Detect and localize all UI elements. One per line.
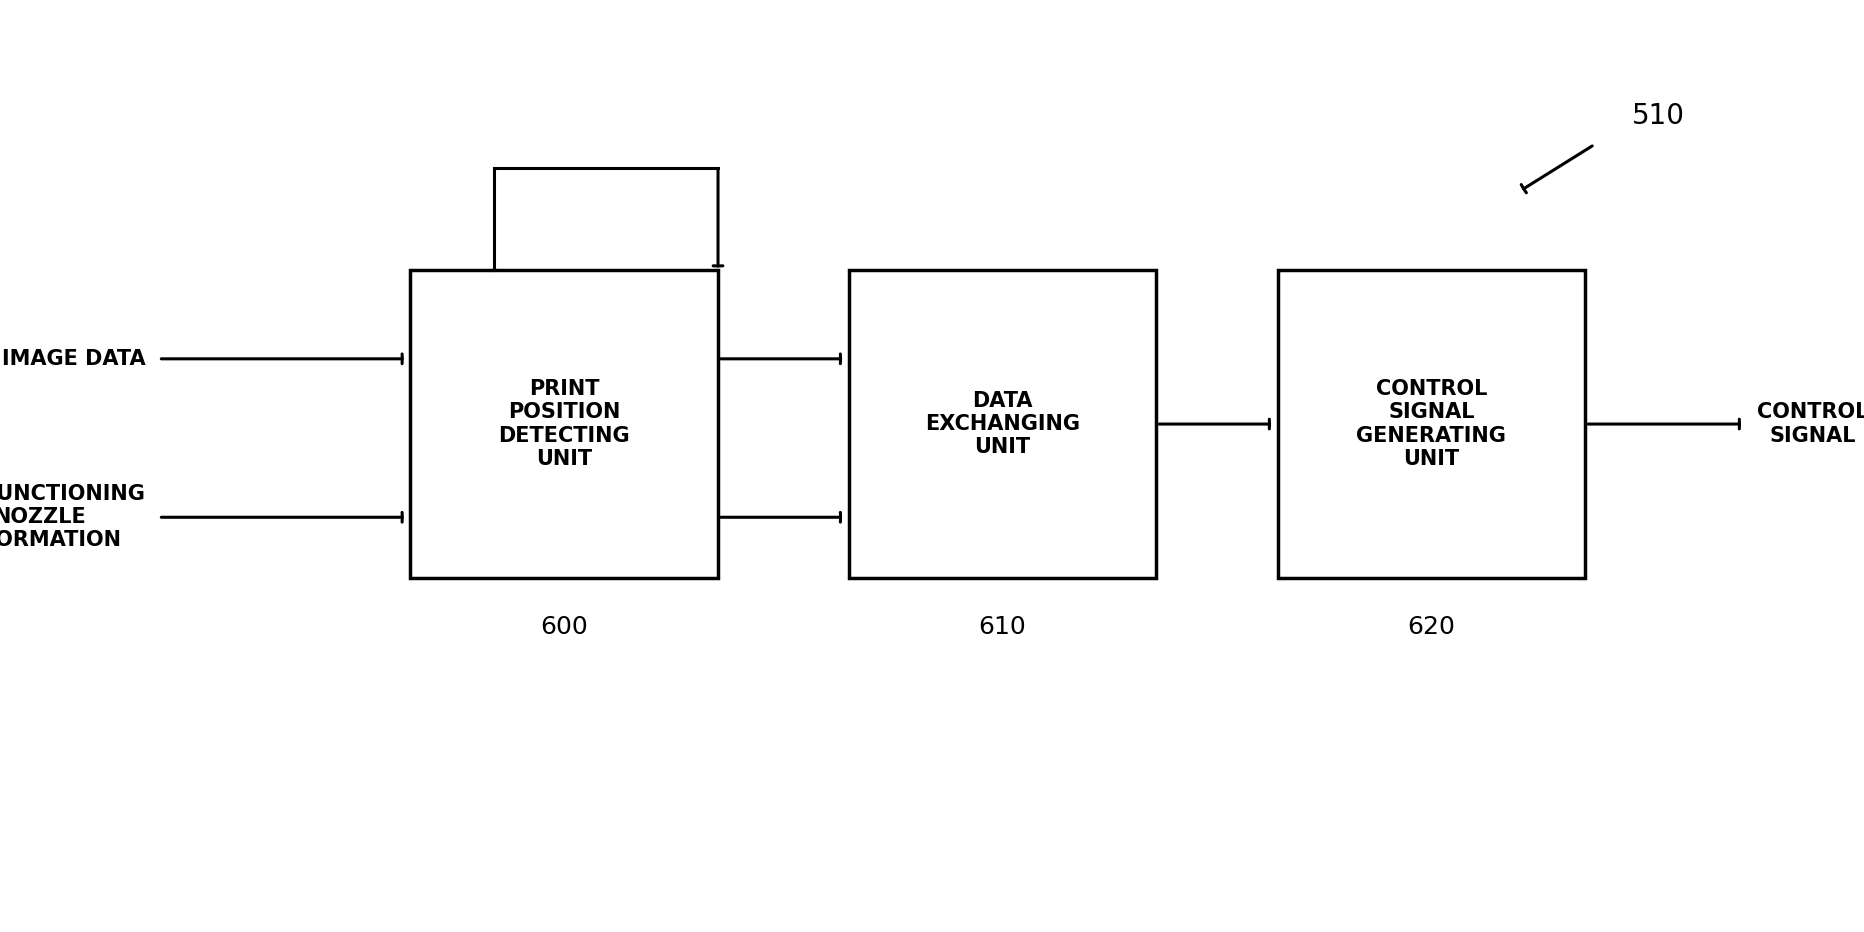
Bar bbox=[1277, 270, 1584, 578]
Text: 620: 620 bbox=[1407, 615, 1454, 639]
Bar bbox=[848, 270, 1156, 578]
Text: PRINT
POSITION
DETECTING
UNIT: PRINT POSITION DETECTING UNIT bbox=[498, 379, 630, 469]
Text: 510: 510 bbox=[1631, 103, 1683, 130]
Text: MALFUNCTIONING
NOZZLE
INFORMATION: MALFUNCTIONING NOZZLE INFORMATION bbox=[0, 484, 145, 551]
Text: CONTROL
SIGNAL: CONTROL SIGNAL bbox=[1756, 403, 1864, 445]
Text: IMAGE DATA: IMAGE DATA bbox=[2, 349, 145, 369]
Text: CONTROL
SIGNAL
GENERATING
UNIT: CONTROL SIGNAL GENERATING UNIT bbox=[1355, 379, 1506, 469]
Bar bbox=[410, 270, 718, 578]
Text: 610: 610 bbox=[979, 615, 1025, 639]
Text: 600: 600 bbox=[541, 615, 587, 639]
Text: DATA
EXCHANGING
UNIT: DATA EXCHANGING UNIT bbox=[925, 391, 1079, 458]
